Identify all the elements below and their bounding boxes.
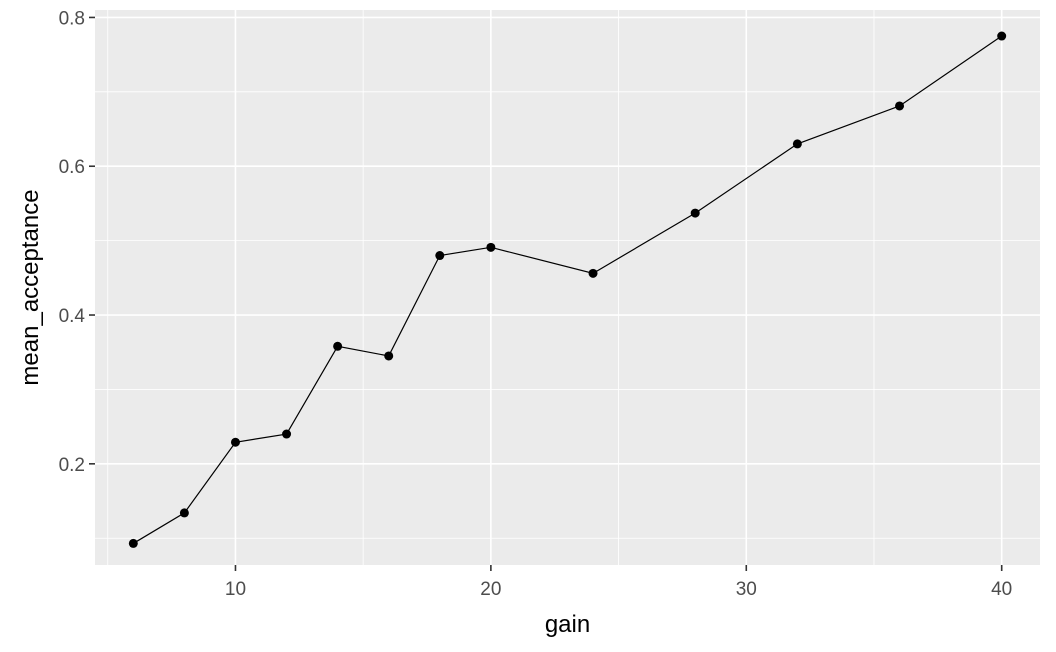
major-gridlines (95, 10, 1040, 565)
data-point (588, 268, 598, 278)
data-point (384, 351, 394, 361)
y-axis-title: mean_acceptance (17, 189, 44, 385)
data-point (895, 101, 905, 111)
x-axis-title: gain (545, 611, 590, 638)
data-point (282, 429, 292, 439)
data-point (486, 242, 496, 252)
x-tick-label: 10 (225, 579, 246, 600)
x-tick-label: 20 (480, 579, 501, 600)
y-axis-tick-labels: 0.2 0.4 0.6 0.8 (59, 8, 86, 475)
data-point (179, 508, 189, 518)
data-point (230, 437, 240, 447)
plot-panel (95, 10, 1040, 565)
data-point (690, 208, 700, 218)
series-points (128, 31, 1007, 548)
data-point (333, 341, 343, 351)
data-point (997, 31, 1007, 41)
x-tick-label: 40 (991, 579, 1012, 600)
x-tick-label: 30 (736, 579, 757, 600)
y-tick-label: 0.6 (59, 157, 85, 178)
data-point (128, 538, 138, 548)
y-tick-label: 0.8 (59, 8, 85, 29)
axis-ticks (89, 16, 1003, 571)
data-point (435, 251, 445, 261)
y-tick-label: 0.4 (59, 306, 86, 327)
x-axis-tick-labels: 10 20 30 40 (225, 579, 1012, 600)
y-tick-label: 0.2 (59, 455, 85, 476)
minor-gridlines (95, 10, 1040, 565)
data-point (792, 139, 802, 149)
